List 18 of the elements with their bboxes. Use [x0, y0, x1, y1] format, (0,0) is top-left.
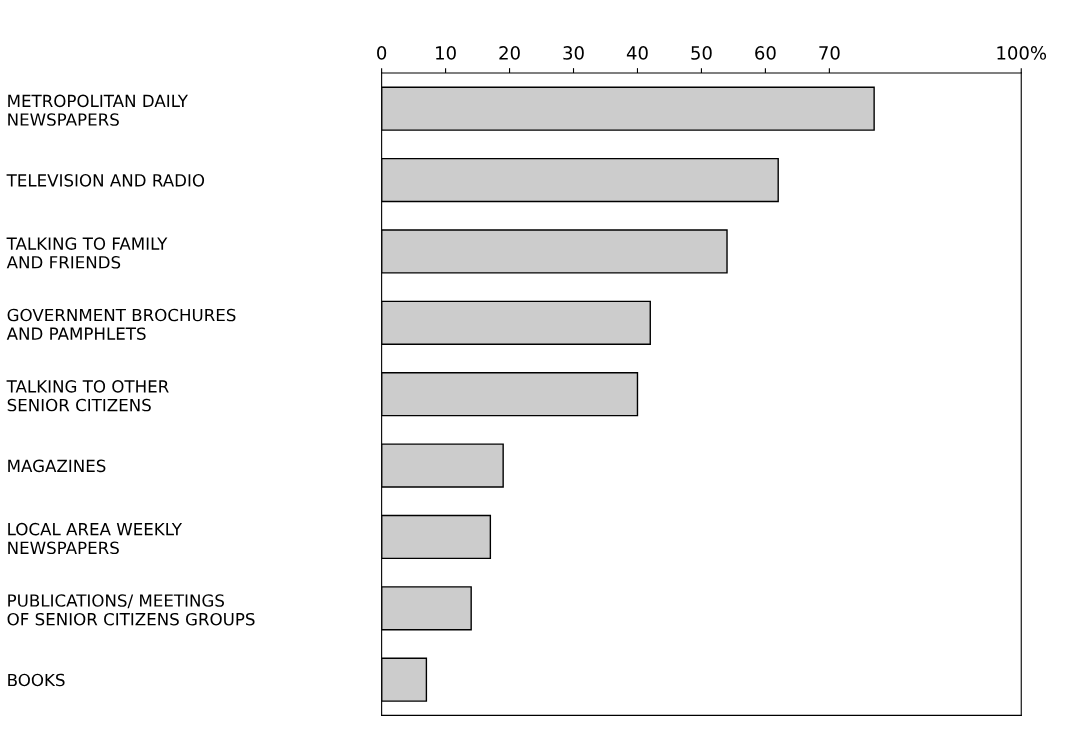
x-tick-label: 100% — [997, 46, 1047, 60]
x-tick-label: 60 — [755, 46, 776, 60]
y-tick-label: TALKING TO OTHER SENIOR CITIZENS — [6, 380, 169, 412]
x-tick-label: 70 — [819, 46, 840, 60]
y-tick-label: TALKING TO FAMILY AND FRIENDS — [6, 237, 168, 269]
x-tick-label: 30 — [563, 46, 584, 60]
x-tick-label: 50 — [691, 46, 712, 60]
y-tick-label: METROPOLITAN DAILY NEWSPAPERS — [8, 94, 188, 126]
y-tick-label: BOOKS — [8, 673, 65, 687]
y-tick-label: LOCAL AREA WEEKLY NEWSPAPERS — [8, 522, 183, 555]
y-tick-label: PUBLICATIONS/ MEETINGS OF SENIOR CITIZENS GROUPS — [7, 594, 255, 626]
x-tick-label: 0 — [377, 46, 387, 60]
x-tick-label: 10 — [436, 46, 456, 60]
x-tick-label: 40 — [626, 46, 648, 60]
y-tick-label: GOVERNMENT BROCHURES AND PAMPHLETS — [6, 308, 236, 340]
y-tick-label: MAGAZINES — [8, 459, 106, 473]
y-tick-label: TELEVISION AND RADIO — [6, 174, 205, 187]
x-tick-label: 20 — [499, 46, 520, 60]
